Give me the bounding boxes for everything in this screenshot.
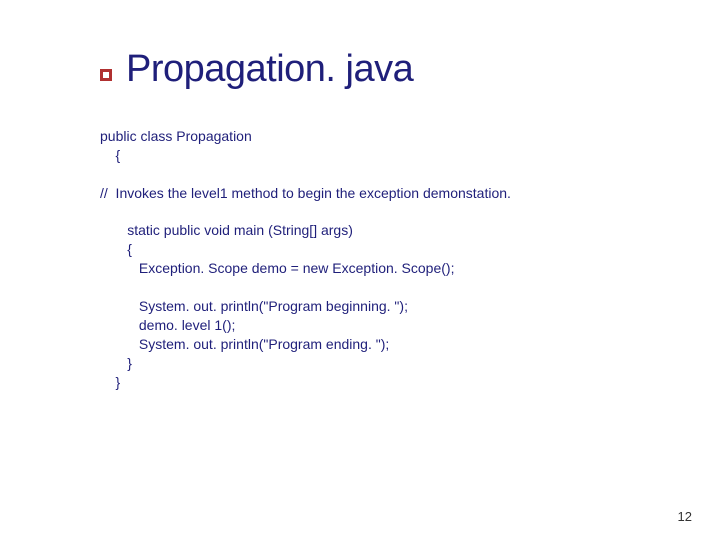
code-line: {: [100, 147, 120, 163]
code-line: System. out. println("Program beginning.…: [100, 298, 408, 314]
code-line: }: [100, 374, 120, 390]
title-bullet-icon: [100, 69, 112, 81]
code-line: System. out. println("Program ending. ")…: [100, 336, 389, 352]
page-number: 12: [678, 509, 692, 524]
code-line: public class Propagation: [100, 128, 252, 144]
code-line: Exception. Scope demo = new Exception. S…: [100, 260, 454, 276]
code-block: public class Propagation { // Invokes th…: [100, 127, 660, 391]
title-block: Propagation. java: [100, 48, 660, 91]
code-line: static public void main (String[] args): [100, 222, 353, 238]
code-line: {: [100, 241, 132, 257]
code-line: demo. level 1();: [100, 317, 235, 333]
code-line: }: [100, 355, 132, 371]
code-line: // Invokes the level1 method to begin th…: [100, 185, 511, 201]
slide-container: Propagation. java public class Propagati…: [0, 0, 720, 540]
slide-title: Propagation. java: [126, 48, 413, 91]
